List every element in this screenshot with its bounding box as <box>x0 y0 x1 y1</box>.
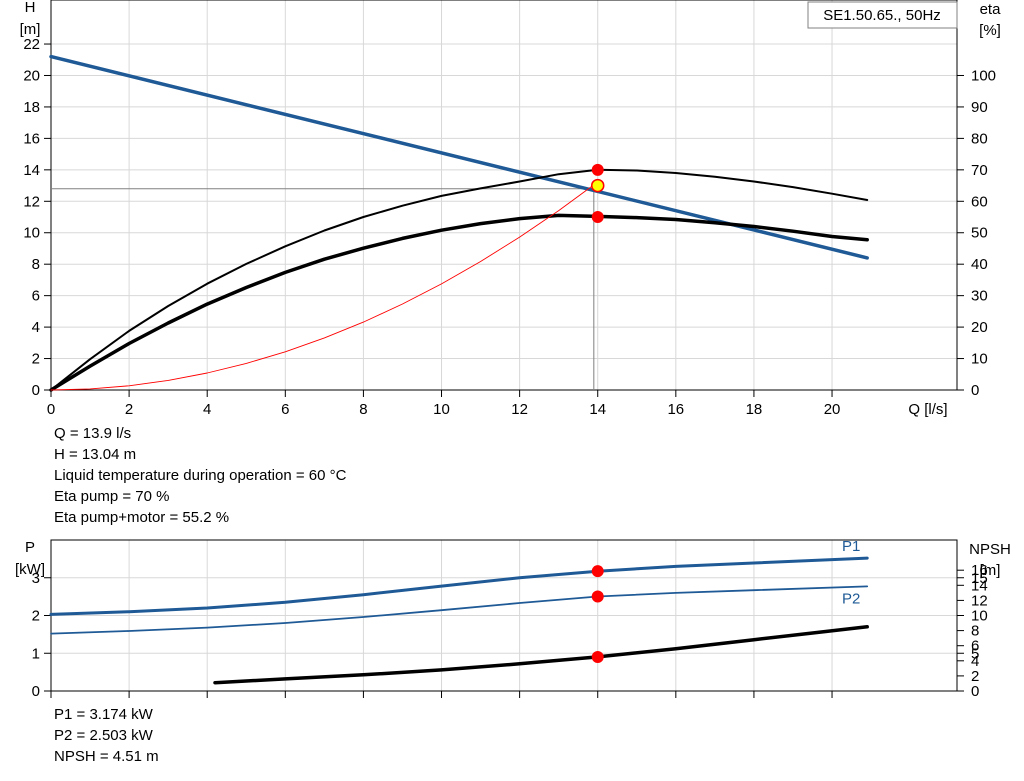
main-right-tick-label: 50 <box>971 225 988 242</box>
main-left-tick-label: 8 <box>32 256 40 273</box>
operating-point-info: Q = 13.9 l/s H = 13.04 m Liquid temperat… <box>54 423 346 528</box>
power-right-tick-label: 8 <box>971 623 979 640</box>
info-p2: P2 = 2.503 kW <box>54 727 153 744</box>
main-right-tick-label: 60 <box>971 193 988 210</box>
power-series-p1 <box>49 556 869 616</box>
main-marker <box>591 163 604 176</box>
info-npsh: NPSH = 4.51 m <box>54 748 159 765</box>
main-right-tick-label: 70 <box>971 162 988 179</box>
main-right-tick-label: 100 <box>971 67 996 84</box>
power-series-2 <box>213 625 869 685</box>
main-right-axis-label: eta <box>980 1 1002 18</box>
power-right-tick-label: 2 <box>971 668 979 685</box>
main-right-tick-label: 10 <box>971 351 988 368</box>
x-tick-label: 2 <box>125 401 133 418</box>
series-label-p1: P1 <box>842 538 860 555</box>
power-left-axis-label: P <box>25 539 35 556</box>
x-tick-label: 14 <box>589 401 606 418</box>
main-left-tick-label: 12 <box>23 193 40 210</box>
main-marker <box>590 178 605 193</box>
power-left-tick-label: 0 <box>32 683 40 700</box>
info-h: H = 13.04 m <box>54 446 137 463</box>
power-right-tick-label: 14 <box>971 577 988 594</box>
main-left-axis-unit: [m] <box>20 21 41 38</box>
power-left-tick-label: 1 <box>32 645 40 662</box>
power-right-tick-label: 6 <box>971 638 979 655</box>
power-right-tick-label: 5 <box>971 645 979 662</box>
power-right-tick-label: 10 <box>971 608 988 625</box>
power-marker <box>591 565 604 578</box>
series-label-p2: P2 <box>842 590 860 607</box>
info-p1: P1 = 3.174 kW <box>54 706 153 723</box>
x-tick-label: 4 <box>203 401 211 418</box>
main-series-1 <box>50 168 869 391</box>
power-left-axis-unit: [kW] <box>15 561 45 578</box>
main-marker <box>591 211 604 224</box>
main-left-tick-label: 4 <box>32 319 40 336</box>
main-right-tick-label: 40 <box>971 256 988 273</box>
info-q: Q = 13.9 l/s <box>54 425 132 442</box>
main-right-axis-unit: [%] <box>979 22 1001 39</box>
power-right-axis-unit: [m] <box>980 562 1001 579</box>
main-right-tick-label: 90 <box>971 99 988 116</box>
power-left-tick-label: 2 <box>32 608 40 625</box>
power-left-tick-label: 3 <box>32 570 40 587</box>
main-right-tick-label: 0 <box>971 382 979 399</box>
x-tick-label: 6 <box>281 401 289 418</box>
main-series-2 <box>49 213 869 392</box>
title-box <box>807 1 958 29</box>
chart-title: SE1.50.65., 50Hz <box>823 7 941 24</box>
power-info: P1 = 3.174 kW P2 = 2.503 kW NPSH = 4.51 … <box>54 704 159 767</box>
info-liquid-temperature: Liquid temperature during operation = 60… <box>54 467 347 484</box>
main-left-tick-label: 14 <box>23 162 40 179</box>
main-left-tick-label: 2 <box>32 351 40 368</box>
main-frame <box>50 0 958 391</box>
x-tick-label: 18 <box>746 401 763 418</box>
x-tick-label: 8 <box>359 401 367 418</box>
power-marker <box>591 650 604 663</box>
main-left-tick-label: 10 <box>23 225 40 242</box>
main-left-tick-label: 0 <box>32 382 40 399</box>
power-right-tick-label: 12 <box>971 592 988 609</box>
x-tick-label: 20 <box>824 401 841 418</box>
main-right-tick-label: 80 <box>971 130 988 147</box>
main-left-tick-label: 18 <box>23 99 40 116</box>
main-left-tick-label: 20 <box>23 67 40 84</box>
main-plot-area <box>51 0 957 390</box>
info-eta-pump: Eta pump = 70 % <box>54 488 170 505</box>
main-right-tick-label: 30 <box>971 288 988 305</box>
x-tick-label: 0 <box>47 401 55 418</box>
power-marker <box>591 590 604 603</box>
main-right-tick-label: 20 <box>971 319 988 336</box>
x-tick-label: 10 <box>433 401 450 418</box>
power-right-tick-label: 4 <box>971 653 979 670</box>
power-right-axis-label: NPSH <box>969 541 1011 558</box>
power-right-tick-label: 15 <box>971 570 988 587</box>
x-tick-label: 12 <box>511 401 528 418</box>
main-series-3 <box>50 184 595 391</box>
x-tick-label: 16 <box>667 401 684 418</box>
main-left-tick-label: 22 <box>23 36 40 53</box>
main-left-tick-label: 16 <box>23 130 40 147</box>
x-axis-label: Q [l/s] <box>908 401 947 418</box>
main-left-axis-label: H <box>25 0 36 16</box>
power-right-tick-label: 0 <box>971 683 979 700</box>
main-left-tick-label: 6 <box>32 288 40 305</box>
power-series-p2 <box>50 585 869 635</box>
info-eta-pump-motor: Eta pump+motor = 55.2 % <box>54 509 230 526</box>
power-right-tick-label: 16 <box>971 562 988 579</box>
